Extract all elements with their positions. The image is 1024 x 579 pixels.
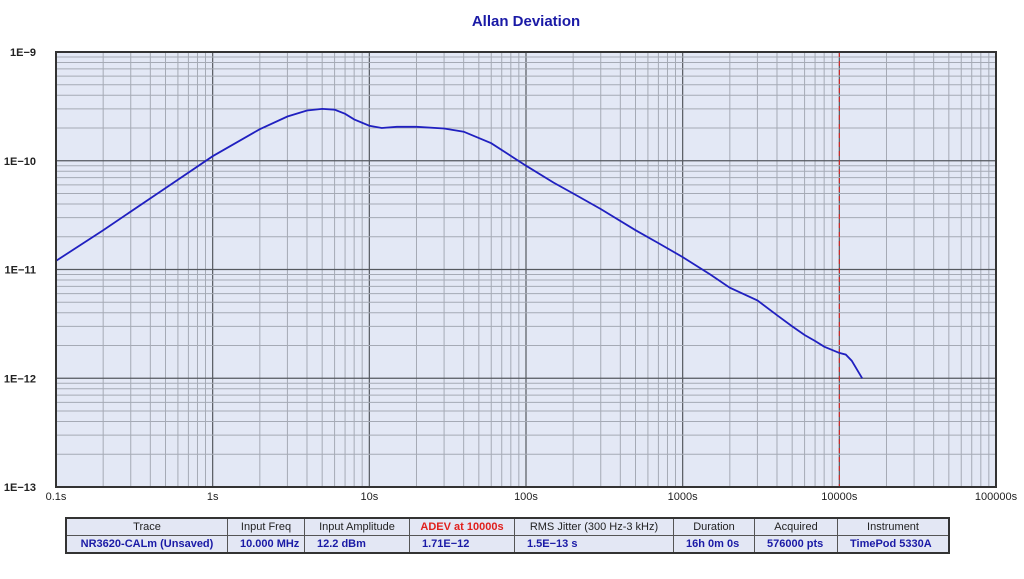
value-instrument: TimePod 5330A (837, 535, 950, 554)
y-tick-label: 1E−12 (4, 373, 36, 385)
y-axis-labels: 1E−9 1E−10 1E−11 1E−12 1E−13 (4, 47, 36, 494)
x-tick-label: 100000s (975, 491, 1018, 503)
y-tick-label: 1E−11 (4, 265, 36, 277)
info-table-header-row: Trace Input Freq Input Amplitude ADEV at… (65, 517, 950, 536)
value-trace: NR3620-CALm (Unsaved) (65, 535, 228, 554)
header-acquired: Acquired (754, 517, 838, 536)
x-axis-labels: 0.1s 1s 10s 100s 1000s 10000s 100000s (46, 491, 1018, 503)
header-rms-jitter: RMS Jitter (300 Hz-3 kHz) (514, 517, 674, 536)
value-adev-at-10000s: 1.71E−12 (409, 535, 515, 554)
allan-deviation-chart: 1E−9 1E−10 1E−11 1E−12 1E−13 0.1s 1s 10s 100s 10… (4, 47, 1018, 503)
header-trace: Trace (65, 517, 228, 536)
value-acquired: 576000 pts (754, 535, 838, 554)
x-tick-label: 10s (360, 491, 378, 503)
x-tick-label: 1000s (668, 491, 698, 503)
plot-border (55, 51, 997, 488)
x-tick-label: 0.1s (46, 491, 67, 503)
adev-trace-line (55, 107, 863, 379)
value-input-amplitude: 12.2 dBm (304, 535, 410, 554)
header-input-freq: Input Freq (227, 517, 305, 536)
value-rms-jitter: 1.5E−13 s (514, 535, 674, 554)
info-table-value-row: NR3620-CALm (Unsaved) 10.000 MHz 12.2 dB… (65, 535, 950, 554)
header-input-amplitude: Input Amplitude (304, 517, 410, 536)
x-tick-label: 100s (514, 491, 538, 503)
header-instrument: Instrument (837, 517, 950, 536)
y-tick-label: 1E−13 (4, 482, 36, 494)
x-tick-label: 10000s (821, 491, 858, 503)
value-duration: 16h 0m 0s (673, 535, 755, 554)
header-adev-at-10000s: ADEV at 10000s (409, 517, 515, 536)
chart-title: Allan Deviation (471, 13, 581, 30)
x-tick-label: 1s (207, 491, 219, 503)
value-input-freq: 10.000 MHz (227, 535, 305, 554)
trace-info-table: Trace Input Freq Input Amplitude ADEV at… (65, 517, 950, 554)
y-tick-label: 1E−9 (10, 47, 36, 59)
y-tick-label: 1E−10 (4, 156, 36, 168)
header-duration: Duration (673, 517, 755, 536)
